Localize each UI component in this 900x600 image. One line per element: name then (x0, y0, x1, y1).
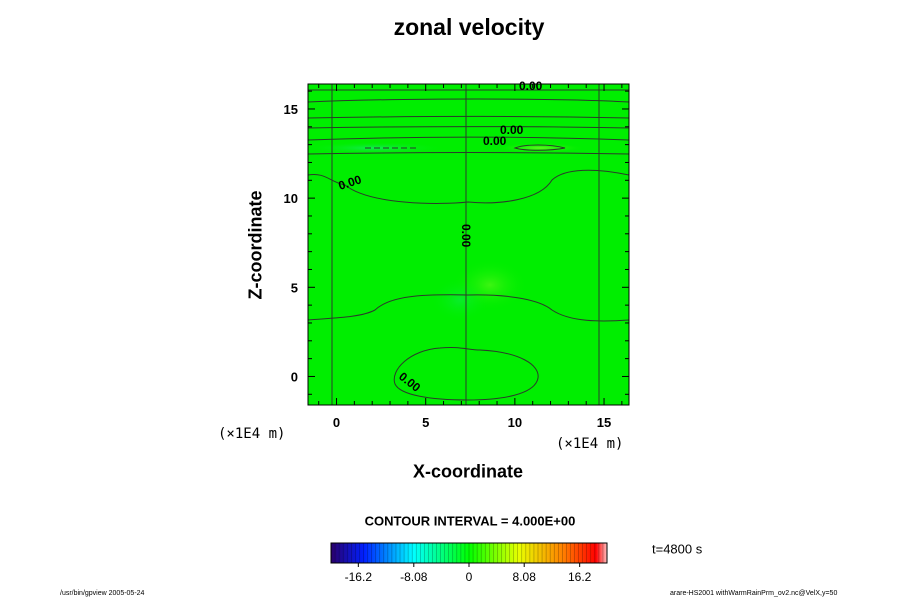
footer-command: /usr/bin/gpview 2005-05-24 (60, 590, 145, 597)
contour-line (308, 98, 629, 103)
colorbar-tick-label: 0 (466, 570, 473, 584)
plot-frame (307, 83, 630, 406)
y-tick-label: 5 (291, 280, 298, 295)
mid-anomaly-shade-2 (430, 278, 490, 322)
contour-line (308, 126, 629, 129)
x-tick-label: 0 (333, 415, 340, 430)
contour-line (308, 294, 629, 322)
contour-line (308, 136, 629, 141)
x-axis-label: X-coordinate (412, 461, 524, 482)
y-tick-label: 15 (284, 102, 298, 117)
contour-label: 0.00 (483, 134, 507, 148)
y-tick-label: 0 (291, 369, 298, 384)
contour-label: 0.00 (519, 79, 543, 93)
colorbar-tick-label: 8.08 (513, 570, 537, 584)
x-axis-unit: (×1E4 m) (556, 436, 624, 452)
colorbar-tick-label: -16.2 (345, 570, 373, 584)
footer-source: arare-HS2001 withWarmRainPrm_ov2.nc@VelX… (670, 590, 838, 597)
colorbar-tick-label: -8.08 (400, 570, 428, 584)
x-tick-label: 15 (597, 415, 611, 430)
contour-line (393, 346, 539, 401)
contour-labels: 0.00 0.00 0.00 0.00 0.00 0.00 (337, 79, 543, 395)
x-tick-label: 10 (508, 415, 522, 430)
positive-contour-line (513, 144, 566, 151)
y-tick-label: 10 (284, 191, 298, 206)
colorbar-tick-label: 16.2 (568, 570, 592, 584)
contour-label: 0.00 (459, 224, 473, 248)
x-tick-label: 5 (422, 415, 429, 430)
contour-line (308, 169, 629, 204)
contour-lines (308, 84, 629, 405)
y-axis-unit: (×1E4 m) (218, 426, 286, 442)
contour-line (308, 152, 629, 155)
x-axis: 0 5 10 15 (318, 84, 623, 430)
chart-title: zonal velocity (393, 14, 545, 40)
contour-line (308, 116, 629, 119)
colorbar (331, 543, 607, 563)
y-axis: 0 5 10 15 (284, 90, 629, 395)
colorbar-ticks: -16.2 -8.08 0 8.08 16.2 (345, 563, 592, 584)
time-label: t=4800 s (652, 541, 703, 557)
contour-label: 0.00 (337, 172, 364, 193)
contour-interval-label: CONTOUR INTERVAL = 4.000E+00 (364, 513, 576, 529)
colorbar-divisions (334, 543, 604, 563)
positive-anomaly-shade (495, 143, 585, 153)
contour-label: 0.00 (500, 123, 524, 137)
y-axis-label: Z-coordinate (245, 190, 266, 300)
